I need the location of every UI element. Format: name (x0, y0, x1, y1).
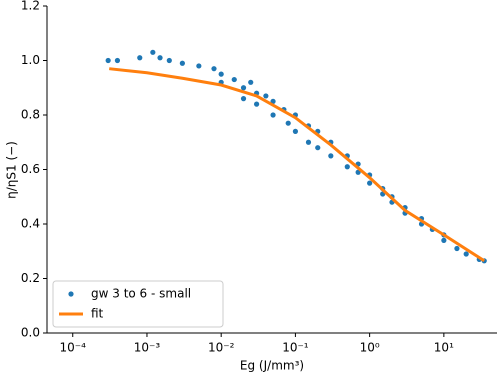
point (114, 57, 121, 64)
y-tick-label: 1.0 (21, 53, 40, 67)
point (157, 55, 163, 61)
point (231, 76, 237, 83)
point (270, 112, 276, 118)
point (248, 79, 254, 85)
point (454, 245, 460, 252)
point (196, 63, 202, 69)
point (179, 60, 185, 66)
point (292, 128, 299, 134)
point (240, 96, 247, 102)
y-tick-label: 0.2 (21, 271, 40, 285)
point (240, 85, 247, 91)
x-tick-label: 10⁻¹ (282, 341, 309, 355)
y-tick-label: 0.6 (21, 162, 40, 176)
point (328, 153, 334, 159)
legend-marker (68, 291, 74, 297)
point (218, 71, 224, 77)
legend-box (52, 280, 224, 328)
x-tick-label: 10⁻³ (134, 341, 161, 355)
point (315, 145, 321, 151)
x-tick-label: 10⁰ (360, 341, 380, 355)
point (344, 164, 350, 170)
point (367, 180, 373, 186)
y-axis-label: η/ηS1 (−) (5, 141, 19, 199)
y-tick-label: 1.2 (21, 0, 40, 13)
point (166, 57, 172, 64)
legend-label: gw 3 to 6 - small (91, 287, 191, 301)
point (263, 93, 269, 99)
x-tick-label: 10⁻⁴ (60, 341, 87, 355)
x-tick-label: 10¹ (434, 341, 454, 355)
point (305, 139, 312, 145)
x-axis-label: Eg (J/mm³) (240, 359, 304, 373)
point (463, 251, 469, 257)
point (137, 55, 143, 61)
point (441, 237, 447, 243)
point (211, 66, 217, 72)
y-tick-label: 0.4 (21, 217, 40, 231)
point (105, 57, 111, 64)
legend-label: fit (91, 307, 104, 321)
y-tick-label: 0.0 (21, 326, 40, 340)
point (285, 120, 291, 126)
point (150, 49, 156, 55)
point (270, 98, 276, 104)
y-tick-label: 0.8 (21, 108, 40, 122)
point (253, 101, 260, 107)
x-tick-label: 10⁻² (208, 341, 235, 355)
fit-line (109, 67, 486, 263)
